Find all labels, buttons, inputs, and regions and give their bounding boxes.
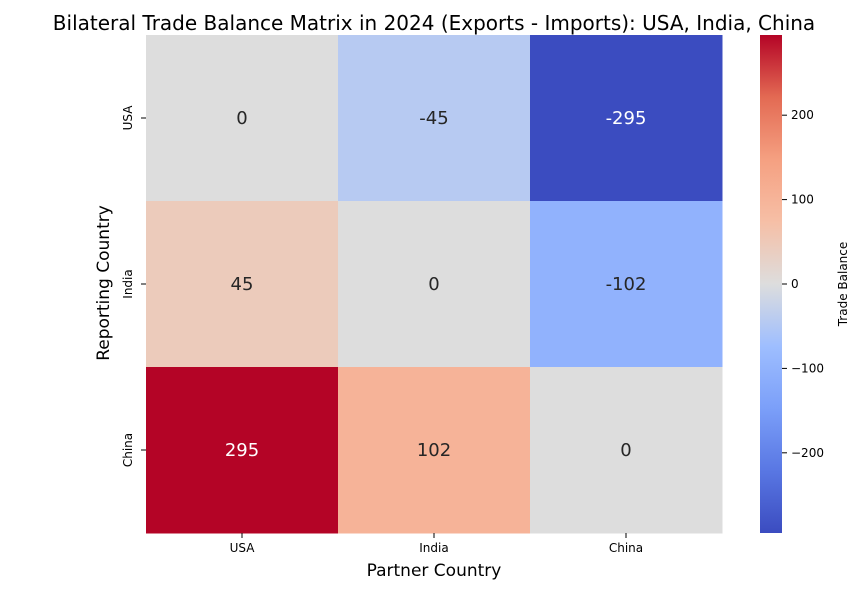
chart-title: Bilateral Trade Balance Matrix in 2024 (… — [53, 11, 815, 35]
colorbar-tick-label: 200 — [791, 108, 814, 122]
cell-value-label: 0 — [428, 274, 439, 295]
colorbar-label: Trade Balance — [836, 242, 850, 328]
x-tick-label: USA — [230, 541, 256, 555]
heatmap-cells — [146, 35, 723, 534]
x-axis-title: Partner Country — [367, 561, 502, 581]
heatmap-cell — [146, 367, 339, 534]
heatmap-cell — [338, 201, 531, 368]
x-axis: USA India China — [230, 533, 643, 555]
cell-value-label: 0 — [236, 108, 247, 129]
cell-value-label: -45 — [419, 108, 448, 129]
heatmap-cell — [530, 201, 723, 368]
heatmap-cell — [530, 367, 723, 534]
heatmap-cell — [338, 367, 531, 534]
heatmap-cell-labels: 0 -45 -295 45 0 -102 295 102 0 — [225, 108, 647, 461]
colorbar-tick-label: −100 — [791, 361, 824, 375]
y-tick-label: China — [121, 433, 135, 467]
heatmap-cell — [146, 35, 339, 202]
cell-value-label: 295 — [225, 440, 259, 461]
x-tick-label: China — [609, 541, 643, 555]
heatmap-cell — [530, 35, 723, 202]
cell-value-label: -102 — [606, 274, 647, 295]
colorbar — [760, 35, 782, 533]
heatmap-cell — [146, 201, 339, 368]
x-tick-label: India — [419, 541, 448, 555]
y-axis: USA India China — [121, 105, 146, 467]
colorbar-axis: 200 100 0 −100 −200 — [782, 108, 824, 460]
cell-value-label: 102 — [417, 440, 451, 461]
heatmap-cell — [338, 35, 531, 202]
cell-value-label: 45 — [231, 274, 254, 295]
y-tick-label: India — [121, 269, 135, 298]
cell-value-label: 0 — [620, 440, 631, 461]
y-axis-title: Reporting Country — [94, 205, 114, 361]
colorbar-tick-label: 100 — [791, 193, 814, 207]
colorbar-tick-label: −200 — [791, 446, 824, 460]
colorbar-tick-label: 0 — [791, 277, 799, 291]
cell-value-label: -295 — [606, 108, 647, 129]
y-tick-label: USA — [121, 105, 135, 131]
